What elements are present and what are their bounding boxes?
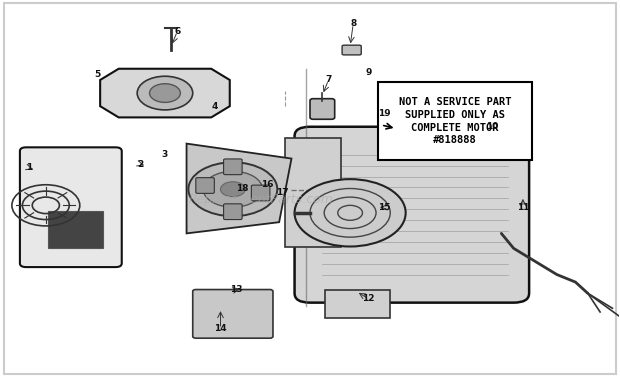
Circle shape [203, 171, 262, 207]
Text: 2: 2 [137, 160, 143, 169]
Text: 12: 12 [362, 294, 375, 303]
FancyBboxPatch shape [20, 147, 122, 267]
FancyBboxPatch shape [224, 159, 242, 175]
Text: 14: 14 [214, 324, 227, 333]
Text: 3: 3 [162, 150, 168, 159]
FancyBboxPatch shape [342, 45, 361, 55]
FancyBboxPatch shape [487, 137, 515, 152]
FancyBboxPatch shape [378, 82, 532, 161]
Polygon shape [187, 144, 291, 233]
Text: 6: 6 [174, 27, 180, 36]
Text: NOT A SERVICE PART
SUPPLIED ONLY AS
COMPLETE MOTOR
#818888: NOT A SERVICE PART SUPPLIED ONLY AS COMP… [399, 97, 512, 146]
Circle shape [188, 162, 277, 216]
Polygon shape [100, 69, 230, 117]
Text: 7: 7 [326, 75, 332, 84]
Text: 17: 17 [276, 188, 288, 197]
FancyBboxPatch shape [224, 204, 242, 219]
Text: 11: 11 [516, 203, 529, 212]
Text: 5: 5 [94, 70, 100, 79]
FancyBboxPatch shape [196, 178, 215, 193]
Text: ReplacementParts.com: ReplacementParts.com [188, 193, 333, 206]
Text: 9: 9 [365, 68, 372, 77]
FancyBboxPatch shape [310, 99, 335, 119]
Text: 19: 19 [378, 109, 391, 118]
Text: 16: 16 [260, 180, 273, 189]
Text: 4: 4 [211, 102, 218, 111]
FancyBboxPatch shape [251, 185, 270, 201]
Text: 1: 1 [26, 163, 32, 172]
FancyBboxPatch shape [294, 127, 529, 303]
Text: 18: 18 [236, 184, 249, 193]
FancyBboxPatch shape [48, 211, 104, 248]
FancyBboxPatch shape [326, 290, 390, 317]
FancyBboxPatch shape [285, 138, 341, 247]
Text: 15: 15 [378, 203, 391, 212]
FancyBboxPatch shape [193, 290, 273, 338]
Circle shape [137, 76, 193, 110]
Circle shape [294, 179, 405, 247]
Circle shape [149, 84, 180, 103]
Text: 8: 8 [350, 19, 356, 28]
Text: 13: 13 [229, 285, 242, 294]
Text: 10: 10 [486, 122, 498, 131]
Circle shape [221, 182, 245, 197]
